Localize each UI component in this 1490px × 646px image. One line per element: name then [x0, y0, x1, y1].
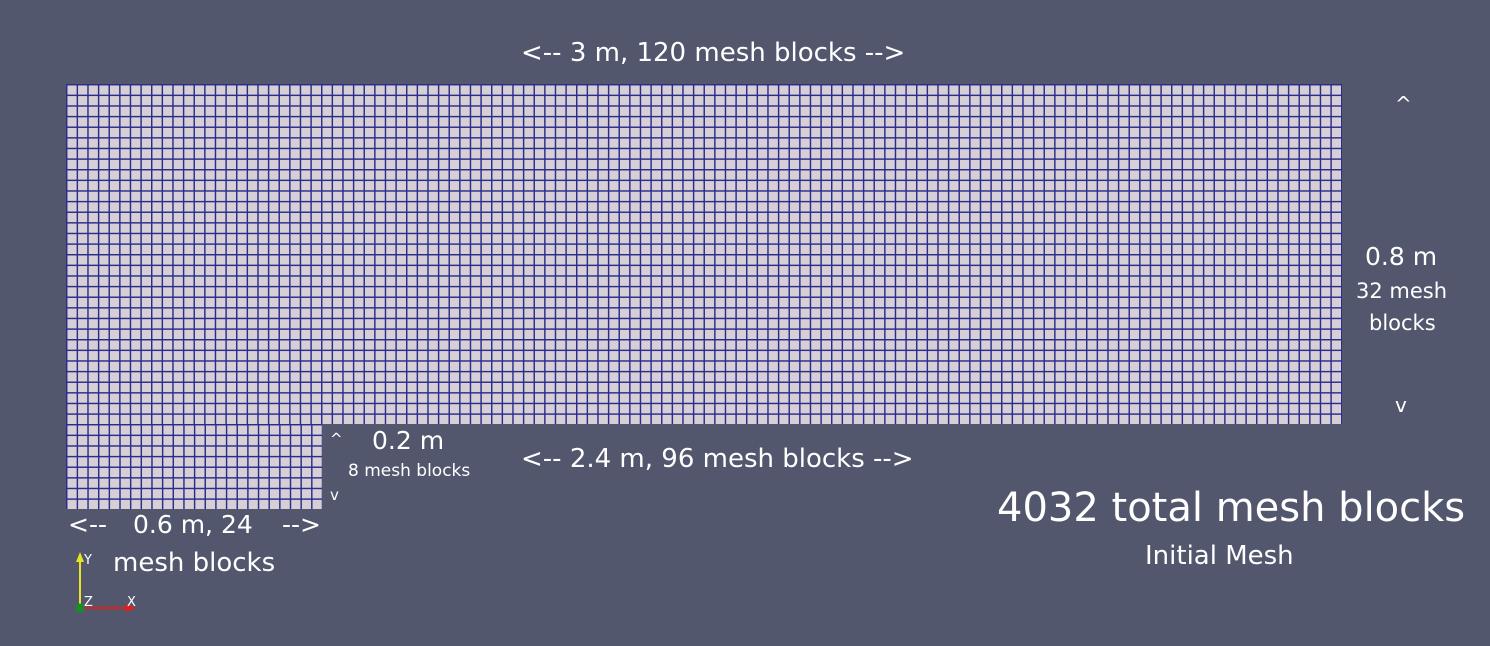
top-width-label: <-- 3 m, 120 mesh blocks --> [521, 38, 906, 68]
step-up-arrow: ^ [330, 430, 343, 448]
right-down-arrow: v [1395, 393, 1407, 417]
lower-width-label: <-- 2.4 m, 96 mesh blocks --> [521, 444, 914, 474]
step-height-label: 0.2 m [372, 426, 445, 455]
y-axis-arrowhead [76, 552, 84, 562]
x-axis-label: X [127, 595, 136, 610]
orientation-axes: Y Z X [75, 552, 136, 613]
step-count-label: 8 mesh blocks [348, 461, 471, 481]
total-mesh-blocks-title: 4032 total mesh blocks [997, 485, 1466, 531]
right-count-label-line2: blocks [1369, 311, 1436, 335]
initial-mesh-caption: Initial Mesh [1145, 541, 1294, 571]
mesh-upper-region [66, 84, 1342, 424]
right-up-arrow: ^ [1395, 92, 1412, 116]
z-axis-dot [75, 603, 85, 613]
mesh-lower-step-region [66, 424, 322, 509]
right-height-label: 0.8 m [1365, 242, 1438, 271]
bottom-right-arrow: --> [282, 510, 321, 539]
step-down-arrow: v [330, 486, 339, 504]
y-axis-label: Y [83, 553, 92, 568]
x-axis-arrowhead [126, 604, 136, 612]
z-axis-label: Z [84, 595, 93, 610]
bottom-count-label: mesh blocks [113, 548, 276, 578]
bottom-left-arrow: <-- [68, 510, 107, 539]
right-count-label-line1: 32 mesh [1356, 279, 1448, 303]
bottom-width-label: 0.6 m, 24 [133, 510, 253, 539]
